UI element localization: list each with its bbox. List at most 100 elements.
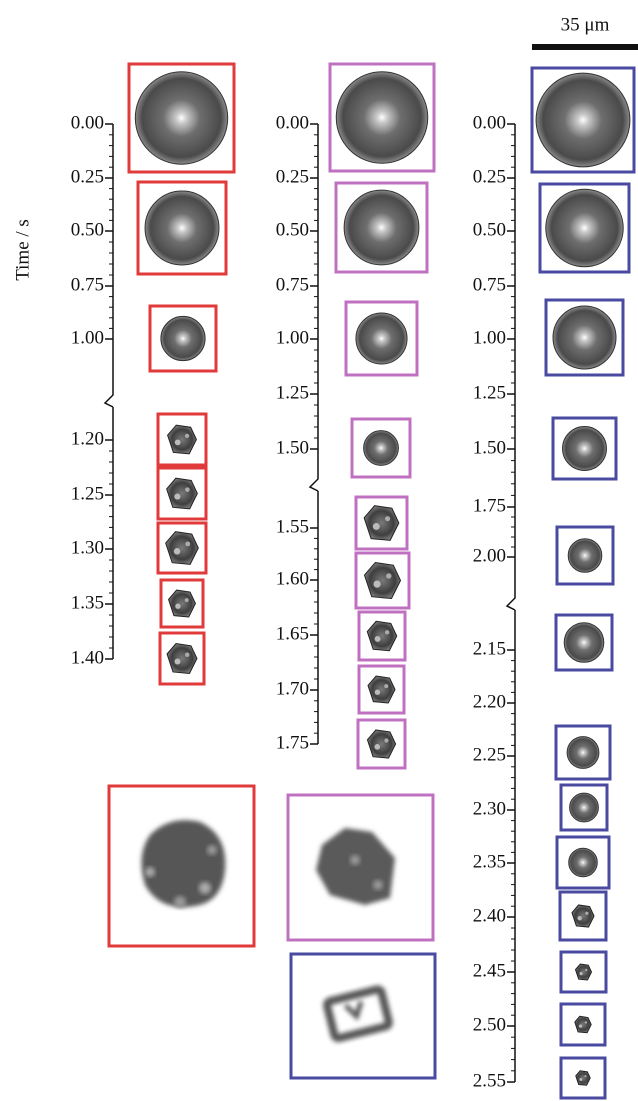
zoom-blue [291, 954, 435, 1078]
crystal-spot [185, 653, 189, 657]
droplet [364, 431, 399, 466]
crystal-spot [185, 598, 189, 602]
scale-bar-label: 35 μm [561, 14, 610, 35]
tick-label: 0.25 [276, 166, 309, 187]
tick-label: 1.25 [71, 483, 104, 504]
crystal-spot [577, 916, 581, 920]
tick-label: 1.70 [276, 678, 309, 699]
zoom-red [109, 786, 254, 946]
tick-label: 2.35 [473, 851, 506, 872]
crystal-spot [385, 516, 390, 521]
crystal-spot [579, 1078, 582, 1081]
tick-label: 0.75 [473, 274, 506, 295]
droplet-frame [336, 183, 427, 272]
crystal-spot [373, 581, 380, 588]
droplet-frame [129, 64, 234, 172]
crystal [576, 964, 592, 980]
droplet [135, 72, 227, 164]
axis-line [310, 124, 318, 744]
droplet [564, 623, 604, 663]
droplet-frame [556, 615, 612, 670]
tick-label: 2.20 [473, 691, 506, 712]
crystal-spot [585, 1021, 587, 1023]
crystal-spot [185, 541, 190, 546]
droplet-frame [561, 1004, 605, 1045]
panel: 0.000.250.500.751.001.251.501.752.002.15… [473, 68, 634, 1098]
droplet-frame [560, 892, 606, 940]
tick-label: 2.45 [473, 960, 506, 981]
droplet [553, 306, 616, 369]
crystal-spot [185, 434, 189, 438]
droplet [336, 72, 428, 164]
crystal-spot [585, 912, 588, 915]
crystal-spot [174, 548, 181, 555]
tick-label: 0.00 [71, 112, 104, 133]
crystal-spot [386, 573, 391, 578]
droplet-frame [158, 468, 206, 519]
axis-label: Time / s [12, 219, 33, 281]
zoom-purple [288, 795, 433, 940]
tick-label: 2.00 [473, 545, 506, 566]
tick-label: 0.00 [276, 112, 309, 133]
tick-label: 2.30 [473, 798, 506, 819]
droplet-frame [160, 633, 204, 684]
droplet [569, 848, 598, 877]
droplet-frame [561, 1058, 605, 1098]
crystal-spot [579, 1025, 582, 1028]
droplet-frame [561, 785, 607, 830]
tick-label: 0.75 [276, 274, 309, 295]
droplet-frame [553, 418, 616, 479]
panel: 0.000.250.500.751.001.201.251.301.351.40 [71, 64, 234, 684]
droplet [570, 793, 599, 822]
crystal [572, 905, 594, 927]
droplet-frame [546, 300, 623, 375]
tick-label: 1.25 [473, 382, 506, 403]
crystal-spot [175, 659, 181, 665]
tick-label: 1.50 [276, 437, 309, 458]
tick-label: 0.50 [473, 219, 506, 240]
crystal-spot [175, 604, 180, 609]
droplet-frame [150, 306, 216, 371]
droplet [563, 427, 607, 471]
tick-label: 0.50 [71, 219, 104, 240]
droplet-frame [359, 666, 404, 713]
crystal-spot [175, 440, 181, 446]
crystal-spot [373, 523, 380, 530]
crystal-spot [384, 738, 388, 742]
droplet [356, 313, 407, 364]
tick-label: 1.60 [276, 568, 309, 589]
crystal-spot [185, 487, 190, 492]
droplet [161, 316, 205, 360]
droplet-frame [557, 527, 613, 584]
tick-label: 1.00 [473, 327, 506, 348]
tick-label: 1.20 [71, 428, 104, 449]
crystal-spot [580, 972, 583, 975]
tick-label: 2.25 [473, 744, 506, 765]
crystal-spot [375, 636, 381, 642]
droplet-frame [532, 68, 634, 172]
scale-bar [532, 44, 638, 50]
tick-label: 2.50 [473, 1014, 506, 1035]
tick-label: 1.40 [71, 647, 104, 668]
crystal [576, 1071, 590, 1085]
tick-label: 0.50 [276, 219, 309, 240]
tick-label: 2.55 [473, 1070, 506, 1091]
droplet-frame [561, 952, 606, 992]
droplet-frame [158, 523, 206, 573]
crystal-spot [385, 630, 389, 634]
droplet-frame [556, 726, 610, 779]
tick-label: 0.25 [473, 166, 506, 187]
crystal-spot [384, 684, 388, 688]
panel: 0.000.250.500.751.001.251.501.551.601.65… [276, 64, 434, 768]
tick-label: 2.15 [473, 638, 506, 659]
tick-label: 1.00 [71, 327, 104, 348]
droplet-frame [161, 580, 203, 627]
tick-label: 0.25 [71, 166, 104, 187]
tick-label: 1.00 [276, 327, 309, 348]
tick-label: 1.50 [473, 437, 506, 458]
crystal-spot [174, 494, 180, 500]
droplet [568, 539, 602, 573]
droplet [145, 191, 219, 265]
tick-label: 1.35 [71, 592, 104, 613]
axis-line [105, 124, 113, 659]
